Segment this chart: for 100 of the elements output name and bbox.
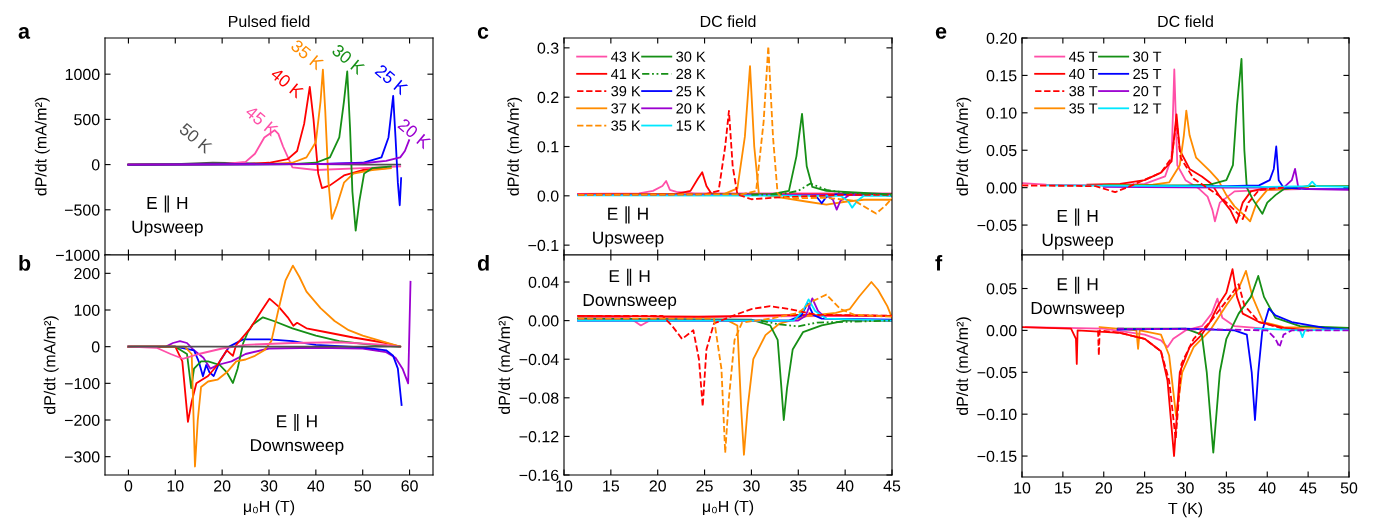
- text: 50 K: [178, 122, 214, 155]
- legend-label: 12 T: [1133, 103, 1162, 114]
- x-tick-label: 40: [1258, 482, 1276, 494]
- annotation: E ∥ H: [147, 195, 188, 213]
- annotation: E ∥ H: [1057, 276, 1098, 294]
- y-tick-label: 0: [91, 159, 100, 171]
- legend-label: 35 K: [611, 120, 641, 131]
- y-tick-label: 0.00: [986, 182, 1017, 194]
- x-tick-label: 30: [1177, 482, 1194, 494]
- annotation: E ∥ H: [608, 206, 648, 224]
- x-tick-label: 35: [1218, 482, 1235, 494]
- text: 20 K: [397, 117, 432, 150]
- y-tick-label: 100: [74, 304, 100, 316]
- x-tick-label: 25: [696, 480, 713, 492]
- legend-label: 37 K: [611, 103, 641, 114]
- annotation: E ∥ H: [277, 413, 317, 431]
- y-tick-label: 200: [74, 267, 100, 280]
- y-tick-label: −0.16: [519, 469, 559, 481]
- x-tick-label: 30: [260, 480, 278, 492]
- y-tick-label: 0.00: [986, 325, 1017, 337]
- x-tick-label: 10: [556, 480, 573, 492]
- annotation: Upsweep: [1042, 233, 1114, 250]
- legend-label: 28 K: [676, 68, 706, 80]
- y-tick-label: 0.00: [528, 315, 559, 327]
- y-tick-label: 0.2: [537, 91, 559, 104]
- y-tick-label: 1000: [65, 68, 100, 81]
- x-axis-title: T (K): [1168, 502, 1203, 518]
- chart-title: DC field: [1158, 15, 1213, 28]
- legend-label: 20 K: [676, 103, 706, 114]
- y-axis-title: dP/dt (mA/m²): [507, 97, 523, 196]
- y-axis-title: dP/dt (mA/m²): [34, 97, 50, 196]
- x-tick-label: 35: [790, 480, 807, 492]
- x-axis-title: μ₀H (T): [702, 500, 754, 516]
- y-tick-label: −500: [64, 204, 100, 216]
- x-tick-label: 45: [1299, 482, 1317, 494]
- x-tick-label: 40: [307, 480, 325, 492]
- text: 45 K: [244, 104, 280, 137]
- text: d: [477, 254, 489, 271]
- y-tick-label: −0.10: [977, 408, 1017, 421]
- y-tick-label: 0: [91, 341, 100, 353]
- y-tick-label: −0.08: [519, 392, 559, 404]
- x-tick-label: 10: [1014, 482, 1031, 494]
- x-axis-title: μ₀H (T): [243, 500, 295, 516]
- y-tick-label: 0.3: [537, 42, 559, 54]
- chart-title: DC field: [700, 15, 756, 28]
- legend-label: 15 K: [676, 120, 706, 131]
- x-tick-label: 15: [603, 480, 620, 492]
- text: c: [477, 26, 489, 39]
- y-tick-label: 0.05: [986, 283, 1017, 295]
- legend-label: 39 K: [611, 85, 641, 97]
- text: b: [19, 254, 31, 271]
- x-tick-label: 15: [1055, 482, 1072, 494]
- legend-label: 45 T: [1069, 51, 1098, 62]
- y-tick-label: −300: [64, 451, 100, 463]
- legend-label: 30 K: [676, 51, 706, 62]
- y-tick-label: 0.1: [537, 141, 559, 153]
- text: 25 K: [374, 63, 409, 96]
- legend-label: 38 T: [1069, 85, 1098, 97]
- y-tick-label: −0.05: [977, 219, 1017, 232]
- annotation: Downsweep: [583, 293, 677, 310]
- annotation: Downsweep: [1031, 302, 1125, 318]
- x-tick-label: 50: [354, 480, 371, 492]
- y-tick-label: −1000: [56, 249, 100, 261]
- y-axis-title: dP/dt (mA/m²): [43, 316, 59, 415]
- y-axis-title: dP/dt (mA/m²): [956, 97, 972, 196]
- x-tick-label: 40: [836, 480, 854, 492]
- y-tick-label: −0.15: [977, 450, 1017, 462]
- x-tick-label: 20: [214, 480, 231, 492]
- text: a: [18, 26, 31, 39]
- y-axis-title: dP/dt (mA/m²): [498, 316, 514, 415]
- y-tick-label: −0.04: [519, 353, 559, 366]
- y-tick-label: 0.05: [986, 144, 1017, 157]
- text: 30 K: [331, 43, 366, 76]
- x-tick-label: 50: [1340, 482, 1358, 494]
- legend-label: 25 T: [1133, 68, 1162, 80]
- y-tick-label: 0.20: [986, 32, 1017, 44]
- x-tick-label: 20: [649, 480, 666, 492]
- legend-label: 43 K: [611, 51, 641, 62]
- chart-title: Pulsed field: [229, 15, 310, 28]
- y-tick-label: −0.05: [977, 366, 1017, 379]
- text: e: [935, 26, 947, 39]
- legend-label: 40 T: [1069, 68, 1098, 80]
- annotation: Upsweep: [593, 231, 664, 248]
- x-tick-label: 0: [124, 480, 133, 492]
- x-tick-label: 20: [1095, 482, 1113, 494]
- annotation: E ∥ H: [1057, 208, 1098, 226]
- legend-label: 41 K: [611, 68, 641, 79]
- x-tick-label: 30: [743, 480, 760, 492]
- text: f: [935, 254, 943, 271]
- x-tick-label: 60: [401, 480, 418, 492]
- x-tick-label: 25: [1136, 482, 1153, 494]
- legend-label: 25 K: [676, 85, 706, 97]
- y-tick-label: 0.10: [986, 107, 1017, 119]
- annotation: Upsweep: [132, 220, 203, 237]
- legend-label: 30 T: [1133, 51, 1162, 62]
- y-tick-label: 0.15: [986, 70, 1017, 82]
- annotation: Downsweep: [251, 439, 344, 455]
- annotation: E ∥ H: [609, 268, 650, 286]
- y-tick-label: −100: [64, 377, 100, 390]
- legend-label: 20 T: [1133, 85, 1162, 97]
